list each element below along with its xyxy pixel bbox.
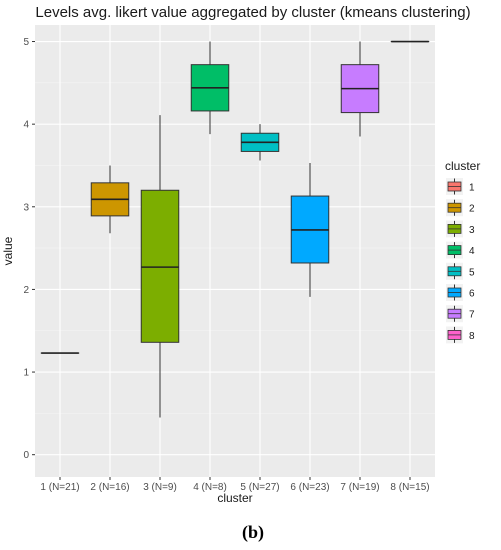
x-tick-label: 5 (N=27) bbox=[240, 482, 279, 493]
y-tick-label: 0 bbox=[23, 450, 29, 461]
legend-label: 7 bbox=[469, 310, 475, 321]
y-tick-label: 4 bbox=[23, 120, 29, 131]
legend-label: 2 bbox=[469, 204, 475, 215]
box-cluster-2 bbox=[90, 165, 130, 234]
legend: cluster 1 2 3 4 5 6 7 8 bbox=[445, 159, 480, 344]
legend-label: 6 bbox=[469, 289, 475, 300]
box-body bbox=[140, 189, 180, 343]
legend-item-6: 6 bbox=[446, 284, 475, 301]
legend-title: cluster bbox=[445, 159, 480, 173]
x-tick-label: 4 (N=8) bbox=[193, 482, 227, 493]
y-axis-title: value bbox=[1, 236, 15, 265]
x-tick-label: 6 (N=23) bbox=[290, 482, 329, 493]
y-tick-label: 5 bbox=[23, 37, 29, 48]
y-axis-ticks: 0 1 2 3 4 5 bbox=[23, 37, 35, 461]
x-tick-label: 2 (N=16) bbox=[90, 482, 129, 493]
x-axis-ticks: 1 (N=21) 2 (N=16) 3 (N=9) 4 (N=8) 5 (N=27) 6 … bbox=[40, 477, 430, 493]
legend-item-7: 7 bbox=[446, 305, 475, 323]
box-cluster-6 bbox=[290, 162, 330, 297]
legend-label: 1 bbox=[469, 183, 475, 194]
figure-caption: (b) bbox=[242, 522, 264, 543]
x-tick-label: 7 (N=19) bbox=[340, 482, 379, 493]
legend-item-1: 1 bbox=[446, 178, 475, 195]
x-axis-title: cluster bbox=[217, 491, 252, 505]
chart-title: Levels avg. likert value aggregated by c… bbox=[35, 4, 470, 21]
legend-label: 3 bbox=[469, 225, 475, 236]
legend-label: 5 bbox=[469, 267, 475, 278]
legend-item-8: 8 bbox=[446, 326, 475, 344]
box-cluster-3 bbox=[140, 115, 180, 418]
box-cluster-7 bbox=[340, 41, 380, 137]
legend-item-5: 5 bbox=[446, 262, 475, 280]
legend-item-4: 4 bbox=[446, 241, 475, 259]
y-tick-label: 3 bbox=[23, 202, 29, 213]
x-tick-label: 1 (N=21) bbox=[40, 482, 79, 493]
box-cluster-5 bbox=[240, 124, 280, 161]
x-tick-label: 3 (N=9) bbox=[143, 482, 177, 493]
legend-item-3: 3 bbox=[446, 220, 475, 238]
box-cluster-4 bbox=[190, 41, 230, 135]
y-tick-label: 2 bbox=[23, 285, 29, 296]
legend-label: 4 bbox=[469, 246, 475, 257]
boxes bbox=[40, 40, 430, 418]
legend-item-2: 2 bbox=[446, 199, 475, 217]
y-tick-label: 1 bbox=[23, 368, 29, 379]
legend-label: 8 bbox=[469, 331, 475, 342]
x-tick-label: 8 (N=15) bbox=[390, 482, 429, 493]
